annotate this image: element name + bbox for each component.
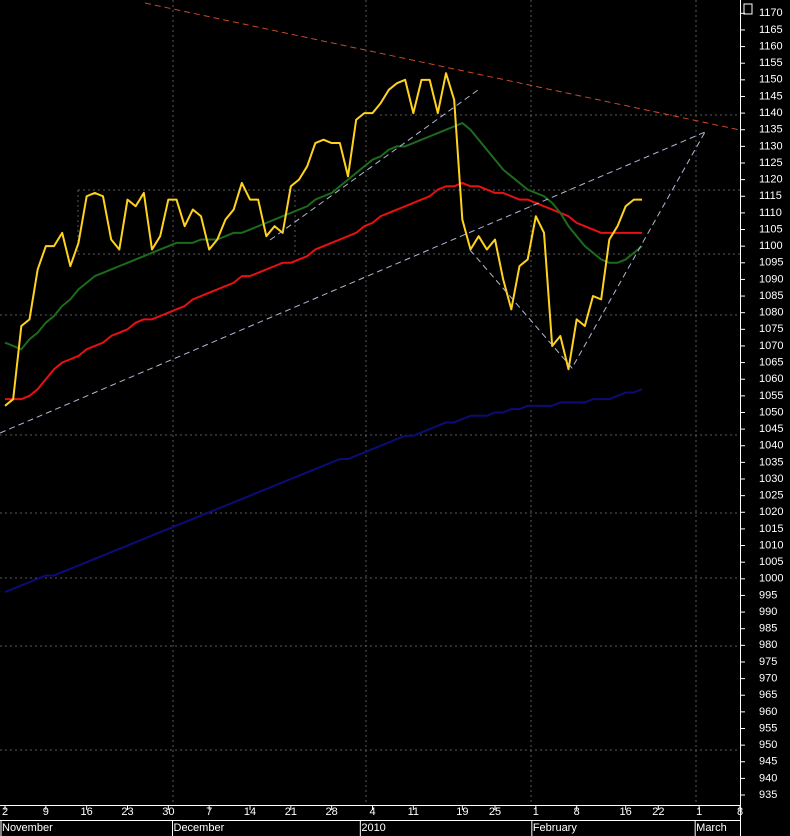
y-tick-label: 1020	[759, 506, 783, 518]
y-tick-label: 1145	[759, 90, 783, 102]
x-tick-label: 4	[369, 806, 375, 818]
x-tick-label: 28	[326, 806, 338, 818]
y-tick-label: 1110	[759, 207, 782, 219]
x-tick-label: 16	[81, 806, 93, 818]
trendline	[0, 131, 706, 434]
x-tick-label: 8	[574, 806, 580, 818]
trendline	[144, 2, 741, 131]
x-tick-label: 9	[43, 806, 49, 818]
x-tick-label: 23	[121, 806, 133, 818]
y-tick-label: 1155	[759, 57, 783, 69]
y-tick-label: 1050	[759, 406, 783, 418]
y-tick-label: 1070	[759, 340, 783, 352]
y-tick-label: 960	[759, 706, 777, 718]
guide-lines	[0, 0, 740, 805]
y-tick-label: 950	[759, 739, 777, 751]
y-tick-label: 1010	[759, 539, 783, 551]
x-tick-label: 8	[737, 806, 743, 818]
month-label: 2010	[361, 822, 385, 834]
x-tick-label: 19	[456, 806, 468, 818]
x-tick-label: 7	[206, 806, 212, 818]
y-tick-label: 1125	[759, 157, 783, 169]
y-tick-label: 1115	[759, 190, 782, 202]
y-tick-label: 995	[759, 589, 777, 601]
x-tick-label: 1	[696, 806, 702, 818]
month-label: February	[533, 822, 578, 834]
x-tick-label: 22	[652, 806, 664, 818]
y-tick-label: 1025	[759, 490, 783, 502]
series-line	[4, 122, 643, 351]
y-tick-label: 1075	[759, 323, 783, 335]
y-tick-label: 1085	[759, 290, 783, 302]
x-tick-label: 2	[2, 806, 8, 818]
series-line	[5, 181, 642, 401]
y-tick-label: 1015	[759, 523, 783, 535]
y-tick-label: 1165	[759, 24, 783, 36]
series-line	[4, 388, 643, 594]
y-tick-label: 1130	[759, 140, 783, 152]
plot	[4, 72, 643, 594]
y-tick-label: 1100	[759, 240, 783, 252]
y-tick-label: 970	[759, 673, 777, 685]
trendline	[269, 89, 479, 241]
month-label: November	[2, 822, 53, 834]
x-tick-label: 25	[489, 806, 501, 818]
series-line	[4, 72, 642, 407]
y-tick-label: 1090	[759, 273, 783, 285]
x-tick-label: 30	[162, 806, 174, 818]
menu-icon[interactable]	[743, 3, 753, 15]
y-tick-label: 1170	[759, 7, 783, 19]
x-tick-label: 1	[533, 806, 539, 818]
x-tick-label: 16	[620, 806, 632, 818]
y-tick-label: 1065	[759, 356, 783, 368]
y-tick-label: 1040	[759, 440, 783, 452]
y-tick-label: 955	[759, 722, 777, 734]
y-tick-label: 945	[759, 756, 777, 768]
y-tick-label: 1000	[759, 573, 783, 585]
y-tick-label: 1095	[759, 257, 783, 269]
x-tick-label: 14	[244, 806, 256, 818]
y-tick-label: 985	[759, 623, 777, 635]
month-label: March	[696, 822, 727, 834]
y-tick-label: 940	[759, 772, 777, 784]
y-tick-label: 1005	[759, 556, 783, 568]
y-tick-label: 1035	[759, 456, 783, 468]
x-tick-label: 21	[285, 806, 297, 818]
y-tick-label: 1140	[759, 107, 783, 119]
y-tick-label: 1160	[759, 40, 783, 52]
y-tick-label: 975	[759, 656, 777, 668]
y-tick-label: 980	[759, 639, 777, 651]
y-tick-label: 1080	[759, 307, 783, 319]
y-tick-label: 1150	[759, 74, 783, 86]
y-tick-label: 1055	[759, 390, 783, 402]
trendline	[469, 131, 706, 369]
y-tick-label: 935	[759, 789, 777, 801]
y-tick-label: 1135	[759, 124, 783, 136]
x-tick-label: 11	[408, 806, 419, 818]
y-tick-label: 1060	[759, 373, 783, 385]
y-tick-label: 1120	[759, 174, 783, 186]
y-tick-label: 1030	[759, 473, 783, 485]
y-tick-label: 1105	[759, 223, 783, 235]
trendlines	[0, 2, 741, 434]
month-label: December	[174, 822, 225, 834]
y-tick-label: 990	[759, 606, 777, 618]
y-tick-label: 1045	[759, 423, 783, 435]
y-tick-label: 965	[759, 689, 777, 701]
